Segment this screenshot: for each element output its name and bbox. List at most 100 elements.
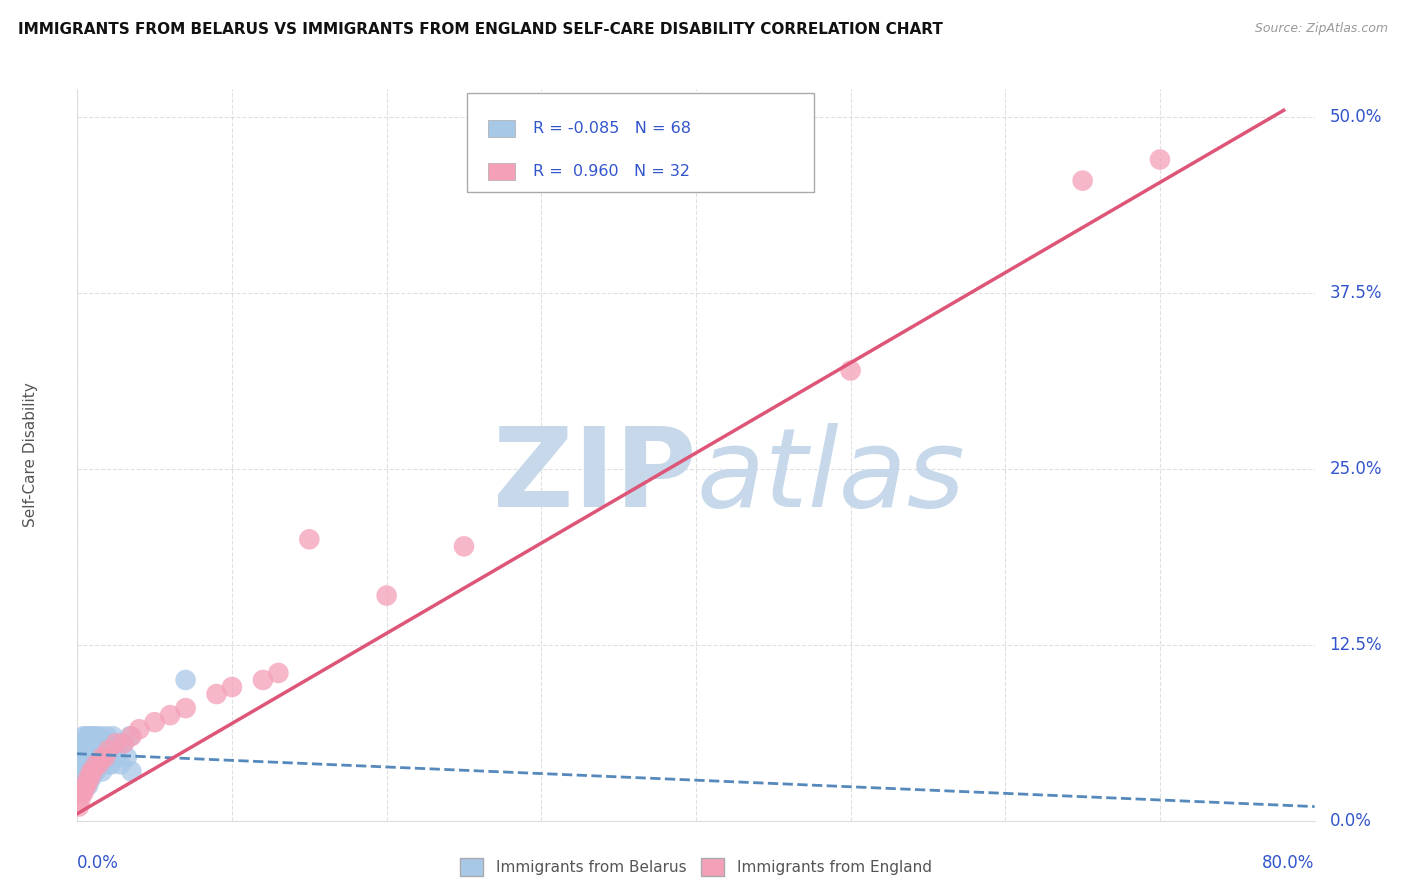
Point xyxy=(105,736,127,750)
Text: R = -0.085   N = 68: R = -0.085 N = 68 xyxy=(533,121,690,136)
Point xyxy=(87,757,110,772)
Point xyxy=(112,736,135,750)
Point xyxy=(72,729,94,743)
Text: IMMIGRANTS FROM BELARUS VS IMMIGRANTS FROM ENGLAND SELF-CARE DISABILITY CORRELAT: IMMIGRANTS FROM BELARUS VS IMMIGRANTS FR… xyxy=(18,22,943,37)
Point xyxy=(83,736,105,750)
Point xyxy=(82,764,104,779)
Point xyxy=(87,757,110,772)
Point xyxy=(84,764,107,779)
Point xyxy=(174,701,197,715)
Point xyxy=(75,779,96,793)
Text: 0.0%: 0.0% xyxy=(77,854,120,871)
Text: 37.5%: 37.5% xyxy=(1330,285,1382,302)
Point xyxy=(70,785,93,799)
Text: ZIP: ZIP xyxy=(492,424,696,531)
Point xyxy=(105,750,127,764)
Point xyxy=(79,743,101,757)
Point xyxy=(77,736,100,750)
Point xyxy=(69,743,91,757)
Point xyxy=(128,723,150,737)
Point xyxy=(91,750,114,764)
Text: Source: ZipAtlas.com: Source: ZipAtlas.com xyxy=(1254,22,1388,36)
Point xyxy=(72,772,94,786)
Text: atlas: atlas xyxy=(696,424,965,531)
Point xyxy=(90,729,111,743)
Point xyxy=(91,764,114,779)
Point xyxy=(70,736,93,750)
Point xyxy=(105,750,127,764)
Point xyxy=(101,729,124,743)
Point xyxy=(83,750,105,764)
Point xyxy=(107,736,129,750)
Point xyxy=(76,779,98,793)
Point xyxy=(76,772,98,786)
Point xyxy=(67,757,90,772)
Point xyxy=(1149,153,1171,167)
Point xyxy=(80,764,103,779)
Point xyxy=(70,764,93,779)
Point xyxy=(205,687,228,701)
Point xyxy=(97,743,120,757)
Point xyxy=(82,757,104,772)
Point xyxy=(75,764,96,779)
Point xyxy=(298,533,321,547)
Text: 0.0%: 0.0% xyxy=(1330,812,1371,830)
Point xyxy=(91,750,114,764)
Point xyxy=(76,743,98,757)
FancyBboxPatch shape xyxy=(488,163,516,179)
Point xyxy=(94,750,117,764)
Point xyxy=(97,757,120,772)
Legend: Immigrants from Belarus, Immigrants from England: Immigrants from Belarus, Immigrants from… xyxy=(454,852,938,882)
Point xyxy=(87,736,110,750)
Point xyxy=(75,779,96,793)
Point xyxy=(77,750,100,764)
Point xyxy=(100,757,122,772)
Point xyxy=(79,772,101,786)
Point xyxy=(66,779,89,793)
Text: 80.0%: 80.0% xyxy=(1263,854,1315,871)
Point xyxy=(79,772,101,786)
Point xyxy=(80,772,103,786)
Point xyxy=(221,680,243,694)
Point xyxy=(1071,174,1094,188)
Point xyxy=(121,729,143,743)
FancyBboxPatch shape xyxy=(467,93,814,192)
Point xyxy=(75,736,96,750)
Point xyxy=(97,750,120,764)
Point xyxy=(80,764,103,779)
Point xyxy=(76,729,98,743)
Point xyxy=(267,665,290,680)
Point xyxy=(83,764,105,779)
Point xyxy=(112,736,135,750)
Point xyxy=(121,764,143,779)
Point xyxy=(174,673,197,687)
Text: 12.5%: 12.5% xyxy=(1330,636,1382,654)
Point xyxy=(77,779,100,793)
Point xyxy=(80,736,103,750)
Text: 50.0%: 50.0% xyxy=(1330,108,1382,127)
Point xyxy=(86,743,108,757)
Point xyxy=(84,757,107,772)
Point xyxy=(79,729,101,743)
Point xyxy=(839,363,862,377)
Point xyxy=(86,750,108,764)
Point xyxy=(79,757,101,772)
FancyBboxPatch shape xyxy=(488,120,516,136)
Point xyxy=(69,772,91,786)
Point xyxy=(84,757,107,772)
Point xyxy=(72,785,94,799)
Point xyxy=(94,743,117,757)
Point xyxy=(69,743,91,757)
Point xyxy=(72,757,94,772)
Point xyxy=(69,792,91,806)
Point xyxy=(84,729,107,743)
Point xyxy=(76,757,98,772)
Point xyxy=(82,757,104,772)
Point xyxy=(115,750,138,764)
Point xyxy=(98,736,121,750)
Point xyxy=(93,736,115,750)
Point xyxy=(110,757,132,772)
Point xyxy=(90,750,111,764)
Point xyxy=(67,799,90,814)
Point xyxy=(143,715,166,730)
